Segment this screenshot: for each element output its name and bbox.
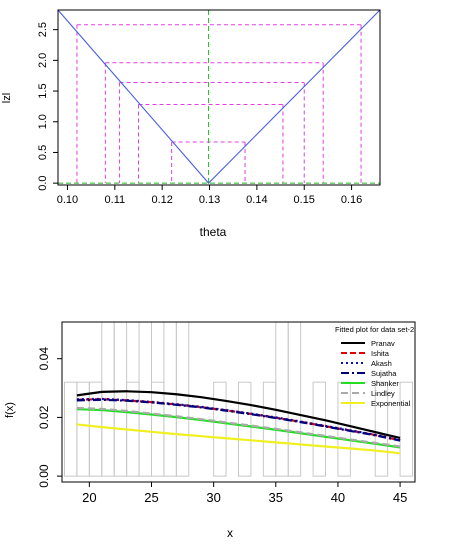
- histogram-bar: [150, 381, 165, 477]
- legend-label-pranav: Pranav: [371, 339, 395, 348]
- z-plot-y-axis-label: lzl: [1, 93, 13, 103]
- y-tick-label: 2.0: [37, 53, 49, 68]
- x-tick-label: 40: [331, 490, 345, 505]
- histogram-bar: [287, 322, 302, 477]
- x-tick-label: 0.12: [151, 194, 172, 206]
- histogram-bar: [101, 322, 115, 477]
- y-tick-label: 2.5: [37, 22, 49, 37]
- x-tick-label: 45: [393, 490, 407, 505]
- y-tick-label: 1.0: [37, 114, 49, 129]
- density-curve-sujatha: [76, 398, 401, 442]
- x-tick-label: 20: [82, 490, 96, 505]
- legend-label-akash: Akash: [371, 359, 392, 368]
- x-tick-label: 35: [269, 490, 283, 505]
- y-tick-label: 0.0: [37, 176, 49, 191]
- histogram-bar: [63, 381, 78, 477]
- histogram-bar: [88, 381, 103, 477]
- density-curve-exponential: [76, 423, 401, 455]
- histogram-bar: [76, 381, 90, 477]
- histogram-bar: [374, 381, 389, 477]
- histogram-bar: [113, 322, 128, 477]
- legend: Fitted plot for data set-2 PranavIshitaAk…: [335, 325, 414, 408]
- z-score-plot: 0.10 0.11 0.12 0.13 0.14 0.15 0.16 0.0 0.5 1.0 1.5…: [1, 9, 381, 239]
- x-tick-label: 30: [206, 490, 220, 505]
- legend-label-lindley: Lindley: [371, 389, 395, 398]
- histogram-bar: [213, 381, 227, 477]
- legend-label-sujatha: Sujatha: [371, 369, 397, 378]
- legend-label-shanker: Shanker: [371, 379, 399, 388]
- plot-frame: [61, 321, 416, 483]
- z-plot-x-axis-label: theta: [200, 225, 227, 239]
- histogram-bar: [238, 381, 252, 477]
- density-curve-pranav: [76, 390, 401, 440]
- legend-label-ishita: Ishita: [371, 349, 390, 358]
- x-tick-label: 0.15: [294, 194, 315, 206]
- density-curve-akash: [76, 397, 401, 442]
- histogram-bar: [175, 322, 190, 477]
- plot-frame: [57, 9, 381, 186]
- histogram-bar: [399, 381, 414, 477]
- x-tick-label: 25: [144, 490, 158, 505]
- histogram-bar: [163, 322, 177, 477]
- legend-title: Fitted plot for data set-2: [335, 325, 414, 334]
- histogram-bar: [275, 322, 289, 477]
- density-plot-x-axis-label: x: [227, 526, 233, 540]
- histogram-bar: [312, 381, 327, 477]
- density-curve-shanker: [76, 408, 401, 449]
- density-plot-y-axis-label: f(x): [4, 402, 16, 418]
- fitted-density-plot: 20 25 30 35 40 45 0.00 0.02 0.04 Fitted plot for…: [4, 321, 416, 540]
- x-tick-label: 0.10: [57, 194, 78, 206]
- y-tick-label: 0.5: [37, 145, 49, 160]
- y-tick-label: 0.00: [37, 464, 51, 488]
- x-tick-label: 0.13: [199, 194, 220, 206]
- abs-z-curve: [58, 10, 380, 184]
- y-tick-label: 1.5: [37, 83, 49, 98]
- y-tick-label: 0.02: [37, 405, 51, 429]
- x-tick-label: 0.16: [341, 194, 362, 206]
- x-tick-label: 0.14: [246, 194, 267, 206]
- x-tick-label: 0.11: [105, 194, 126, 206]
- y-tick-label: 0.04: [37, 347, 51, 371]
- legend-label-exponential: Exponential: [371, 399, 411, 408]
- histogram-bar: [138, 322, 152, 477]
